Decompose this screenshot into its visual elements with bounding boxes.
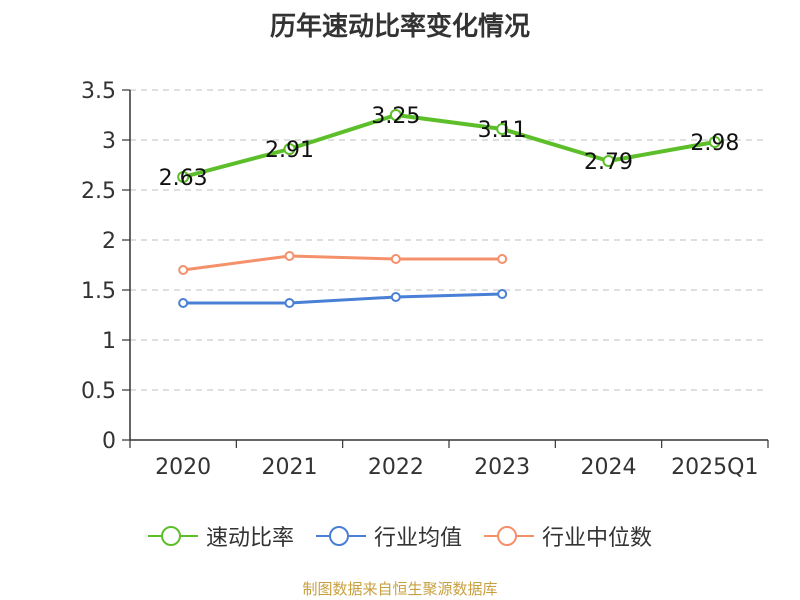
data-point[interactable] bbox=[497, 254, 508, 264]
data-point[interactable] bbox=[389, 109, 402, 121]
data-point[interactable] bbox=[497, 289, 508, 299]
series-line-2 bbox=[182, 254, 503, 272]
legend: 速动比率 行业均值 行业中位数 bbox=[0, 520, 800, 552]
series-line-1 bbox=[183, 292, 503, 305]
chart-title: 历年速动比率变化情况 bbox=[269, 12, 530, 42]
legend-label-quick-ratio: 速动比率 bbox=[205, 526, 294, 551]
data-point[interactable] bbox=[496, 123, 509, 135]
x-tick-label: 2021 bbox=[262, 455, 318, 480]
y-tick-label: 1 bbox=[102, 329, 116, 354]
legend-marker-industry-mean bbox=[315, 524, 366, 548]
x-tick-label: 2020 bbox=[155, 455, 211, 480]
data-point[interactable] bbox=[602, 155, 615, 167]
data-label: 3.11 bbox=[478, 118, 527, 143]
data-label: 2.91 bbox=[265, 138, 314, 163]
y-tick-label: 3 bbox=[102, 129, 116, 154]
data-point[interactable] bbox=[177, 171, 190, 183]
data-label: 3.25 bbox=[371, 104, 420, 129]
data-point[interactable] bbox=[178, 265, 189, 275]
y-tick-label: 2 bbox=[102, 229, 116, 254]
data-label: 2.63 bbox=[159, 166, 208, 191]
legend-item-industry-median[interactable]: 行业中位数 bbox=[484, 520, 652, 552]
source-note: 制图数据来自恒生聚源数据库 bbox=[302, 580, 498, 598]
legend-item-industry-mean[interactable]: 行业均值 bbox=[315, 520, 462, 552]
x-tick-label: 2024 bbox=[581, 455, 637, 480]
y-tick-label: 3.5 bbox=[81, 79, 116, 104]
legend-marker-industry-median bbox=[484, 524, 534, 548]
y-tick-label: 1.5 bbox=[81, 279, 116, 304]
y-tick-label: 2.5 bbox=[81, 179, 116, 204]
y-tick-label: 0.5 bbox=[81, 379, 116, 404]
data-point[interactable] bbox=[178, 298, 189, 308]
x-tick-label: 2025Q1 bbox=[671, 455, 758, 480]
legend-item-quick-ratio[interactable]: 速动比率 bbox=[147, 520, 294, 552]
data-point[interactable] bbox=[708, 136, 721, 148]
data-point[interactable] bbox=[390, 292, 401, 302]
legend-label-industry-mean: 行业均值 bbox=[373, 526, 462, 551]
legend-marker-quick-ratio bbox=[147, 524, 198, 548]
data-point[interactable] bbox=[284, 298, 295, 308]
legend-label-industry-median: 行业中位数 bbox=[542, 526, 653, 551]
y-tick-label: 0 bbox=[102, 429, 116, 454]
data-point[interactable] bbox=[284, 251, 295, 261]
data-label: 2.79 bbox=[584, 150, 633, 175]
x-tick-label: 2022 bbox=[368, 455, 424, 480]
x-tick-label: 2023 bbox=[474, 455, 530, 480]
series-line-0 bbox=[182, 113, 716, 179]
data-point[interactable] bbox=[283, 143, 296, 155]
data-point[interactable] bbox=[390, 254, 401, 264]
data-label: 2.98 bbox=[690, 131, 739, 156]
